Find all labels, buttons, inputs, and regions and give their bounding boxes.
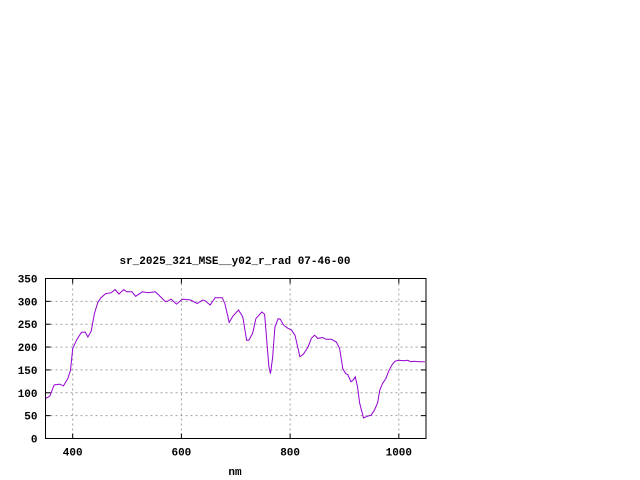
x-tick-label: 400 <box>63 448 83 460</box>
x-tick-label: 1000 <box>386 448 412 460</box>
y-tick-label: 200 <box>18 343 38 355</box>
axis-ticks: 0 50 100 150 200 250 300 350 400 600 800 1000 <box>18 275 426 460</box>
y-tick-label: 300 <box>18 297 38 309</box>
grid <box>45 278 426 439</box>
y-tick-label: 50 <box>24 412 37 424</box>
y-tick-label: 250 <box>18 320 38 332</box>
x-tick-label: 600 <box>171 448 191 460</box>
x-tick-label: 800 <box>280 448 300 460</box>
y-tick-label: 150 <box>18 366 38 378</box>
y-tick-label: 0 <box>31 435 38 447</box>
x-axis-label: nm <box>228 467 242 479</box>
y-tick-label: 100 <box>18 389 38 401</box>
series-line <box>45 288 425 419</box>
chart-title: sr_2025_321_MSE__y02_r_rad 07-46-00 <box>119 256 350 268</box>
y-tick-label: 350 <box>18 275 38 287</box>
plot-border <box>45 278 427 439</box>
